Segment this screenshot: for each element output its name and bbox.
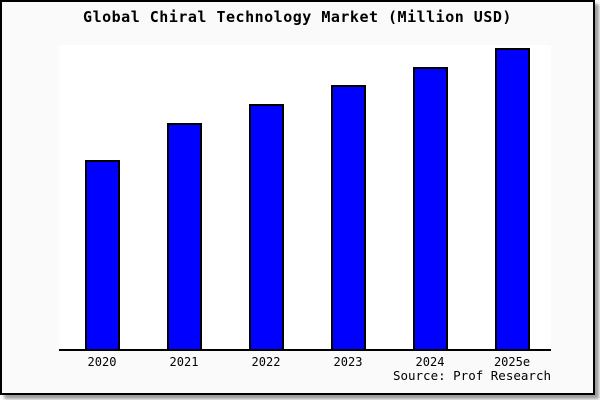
source-note: Source: Prof Research (392, 368, 551, 383)
x-tick-label: 2025e (493, 355, 531, 369)
chart-title: Global Chiral Technology Market (Million… (83, 8, 512, 26)
x-tick-label: 2022 (251, 355, 281, 369)
bar-2024 (412, 67, 448, 349)
x-tick-label: 2020 (87, 355, 117, 369)
bar-2020 (84, 160, 120, 349)
bar-2022 (248, 104, 284, 349)
x-tick-label: 2024 (415, 355, 445, 369)
x-tick-label: 2021 (169, 355, 199, 369)
chart-card: Global Chiral Technology Market (Million… (0, 0, 595, 395)
bar-2025e (494, 48, 530, 349)
bar-2021 (166, 123, 202, 349)
x-axis-labels: 2020 2021 2022 2023 2024 2025e (59, 355, 551, 371)
x-tick-label: 2023 (333, 355, 363, 369)
bar-2023 (330, 85, 366, 349)
plot-area (59, 45, 551, 351)
